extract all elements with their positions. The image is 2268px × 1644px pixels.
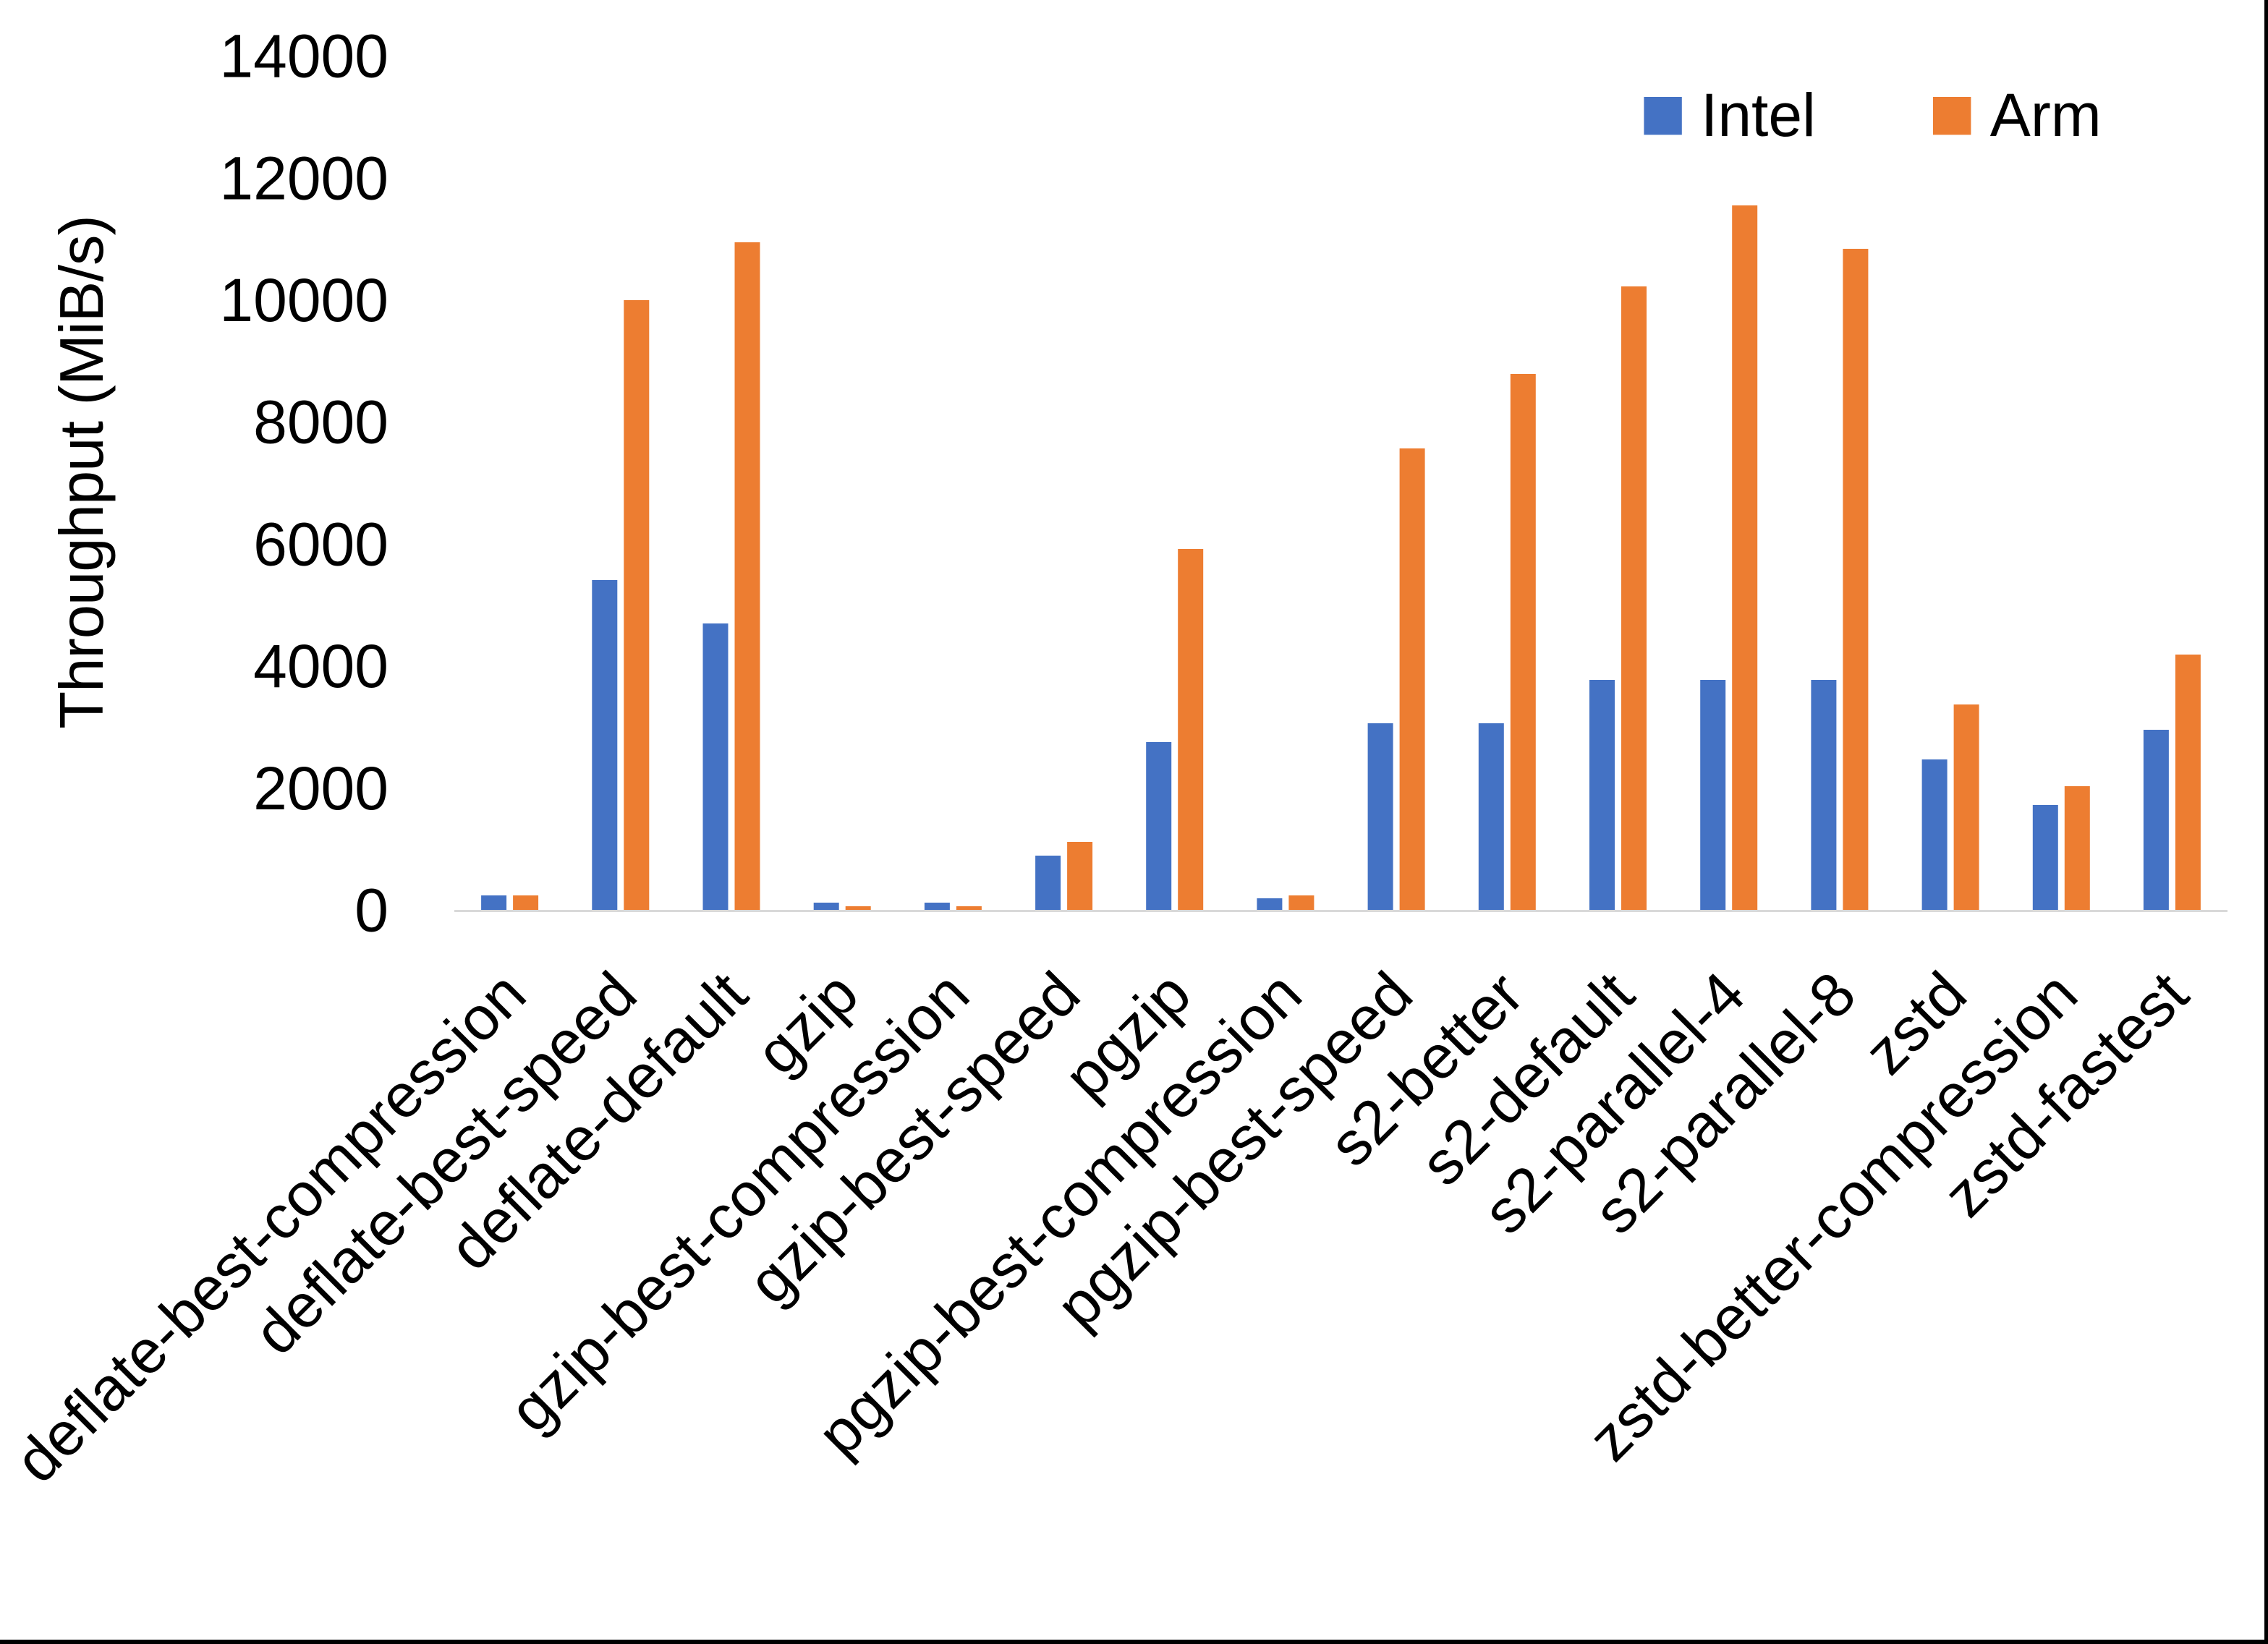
svg-text:0: 0	[354, 877, 388, 945]
svg-text:Throughput (MiB/s): Throughput (MiB/s)	[48, 216, 116, 728]
svg-text:12000: 12000	[219, 144, 388, 212]
svg-text:4000: 4000	[253, 632, 388, 700]
svg-text:8000: 8000	[253, 388, 388, 456]
svg-text:6000: 6000	[253, 511, 388, 579]
svg-text:14000: 14000	[219, 22, 388, 90]
svg-text:Intel: Intel	[1701, 81, 1816, 149]
svg-text:2000: 2000	[253, 754, 388, 822]
svg-text:10000: 10000	[219, 266, 388, 334]
svg-text:Arm: Arm	[1990, 81, 2102, 149]
